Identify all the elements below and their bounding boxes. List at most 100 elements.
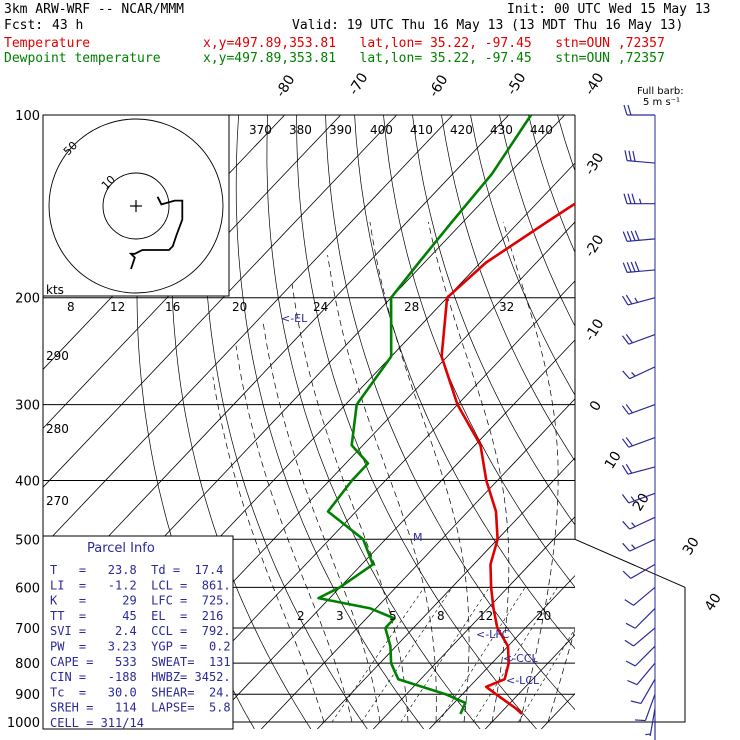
wind-barb-flag bbox=[634, 230, 640, 241]
parcel-info-row: PW = 3.23 YGP = 0.2 bbox=[50, 640, 231, 654]
mixing-ratio-label: 3 bbox=[336, 609, 344, 623]
wind-barb-shaft bbox=[627, 160, 656, 164]
parcel-info-row: CELL = 311/14 bbox=[50, 716, 144, 730]
el-marker: <-EL bbox=[281, 312, 308, 325]
hodograph-rings bbox=[48, 118, 224, 294]
wind-barb-flag bbox=[634, 719, 646, 722]
parcel-info-box bbox=[42, 535, 234, 730]
dry-adiabat-line bbox=[673, 115, 740, 735]
wind-barb-flag bbox=[626, 262, 632, 273]
pressure-tick-label: 300 bbox=[15, 399, 40, 414]
hodograph-speed-label: 8 bbox=[67, 300, 75, 314]
isotherm-tick-label: 20 bbox=[630, 491, 653, 515]
wind-barb bbox=[634, 694, 656, 722]
wind-barb-shaft bbox=[627, 238, 656, 242]
hodograph-speed-label: 32 bbox=[499, 300, 514, 314]
moist-adiabat-line bbox=[212, 376, 325, 723]
hodograph-ring bbox=[48, 118, 224, 294]
wind-barb-shaft bbox=[628, 334, 656, 345]
wind-barb bbox=[630, 678, 656, 704]
isotherm-line bbox=[43, 115, 454, 547]
pressure-tick-label: 400 bbox=[15, 474, 40, 489]
pressure-tick-label: 800 bbox=[15, 657, 40, 672]
isotherm-tick-label: 30 bbox=[680, 535, 703, 559]
wind-barb-shaft bbox=[627, 269, 656, 273]
wind-barb-flag bbox=[624, 150, 628, 161]
mixing-ratio-line bbox=[518, 628, 575, 723]
init-time: Init: 00 UTC Wed 15 May 13 bbox=[507, 2, 711, 17]
theta-label: 430 bbox=[490, 123, 513, 137]
theta-label: 420 bbox=[450, 123, 473, 137]
wind-barb bbox=[622, 230, 656, 242]
dry-adiabat-line bbox=[644, 115, 740, 735]
wind-barb-flag bbox=[625, 294, 633, 305]
wind-barb bbox=[623, 104, 655, 116]
wind-barb bbox=[625, 645, 656, 667]
wind-barb-flag bbox=[625, 463, 633, 474]
moist-adiabat-line bbox=[369, 221, 470, 723]
wind-barb bbox=[623, 193, 655, 205]
wind-barb bbox=[624, 586, 656, 606]
wind-barb-flag bbox=[632, 150, 636, 162]
wind-barb-flag bbox=[623, 104, 628, 116]
dry-adiabat-line bbox=[441, 115, 575, 462]
temperature-legend: Temperature bbox=[4, 36, 91, 51]
theta-label: 380 bbox=[289, 123, 312, 137]
isotherm-line bbox=[43, 115, 510, 606]
wind-barb bbox=[645, 708, 656, 737]
wind-barb-shaft bbox=[627, 297, 656, 306]
sounding-traces bbox=[317, 115, 575, 715]
wind-barb bbox=[621, 334, 656, 345]
dry-adiabat-line bbox=[325, 115, 575, 711]
wind-barb-half bbox=[630, 496, 635, 502]
isotherm-tick-label: -60 bbox=[426, 72, 452, 100]
parcel-info-row: Tc = 30.0 SHEAR= 24. bbox=[50, 685, 231, 699]
wind-barb bbox=[621, 463, 656, 475]
isotherm-tick-label: -40 bbox=[582, 70, 608, 98]
wind-barb-half bbox=[631, 544, 636, 549]
wind-barb bbox=[625, 608, 656, 629]
dry-adiabat-line bbox=[235, 115, 425, 729]
hodograph-speed-label: 16 bbox=[165, 300, 180, 314]
pressure-tick-label: 600 bbox=[15, 581, 40, 596]
moist-adiabat-line bbox=[547, 627, 575, 723]
hodograph-speed-label: 24 bbox=[313, 300, 328, 314]
dry-adiabat-label: 280 bbox=[46, 422, 69, 436]
temperature-trace bbox=[440, 202, 575, 715]
mixing-ratio-line bbox=[400, 587, 490, 723]
frame-edge bbox=[574, 538, 686, 723]
dewpoint-legend: Dewpoint temperature bbox=[4, 51, 161, 66]
isotherm-tick-label: -70 bbox=[346, 70, 372, 98]
wind-barb-half bbox=[631, 371, 636, 377]
wind-barb-flag bbox=[626, 231, 632, 242]
mixing-ratio-line bbox=[331, 587, 425, 723]
parcel-info-title: Parcel Info bbox=[87, 541, 155, 556]
dry-adiabat-line bbox=[615, 115, 740, 735]
isotherm-tick-label: 10 bbox=[602, 449, 625, 473]
moist-adiabat-line bbox=[262, 322, 381, 723]
wind-barb bbox=[622, 563, 656, 579]
isotherm-tick-label: -50 bbox=[504, 70, 530, 98]
lcl-marker: <-LCL bbox=[506, 674, 540, 687]
pressure-tick-label: 100 bbox=[15, 109, 40, 124]
parcel-info-row: SVI = 2.4 CCL = 792. bbox=[50, 624, 231, 638]
wind-barb-flag bbox=[630, 261, 636, 272]
isotherm-line bbox=[260, 398, 575, 729]
dry-adiabat-line bbox=[296, 115, 537, 729]
forecast-label: Fcst: bbox=[4, 18, 44, 33]
isotherm-line bbox=[428, 575, 575, 729]
dewpoint-trace bbox=[317, 115, 533, 715]
wind-barb-flag bbox=[627, 679, 638, 686]
wind-barb bbox=[624, 627, 656, 647]
wind-barb-flag bbox=[622, 542, 631, 552]
wind-barb-flag bbox=[621, 295, 629, 306]
wind-barb-flag bbox=[625, 622, 636, 629]
dry-adiabat-line bbox=[203, 115, 368, 729]
wind-barb-label-line1: Full barb: bbox=[637, 86, 684, 97]
wind-barb-flag bbox=[621, 464, 629, 475]
wind-barb-half bbox=[634, 297, 639, 303]
isotherm-line bbox=[43, 115, 398, 488]
wind-barb-shaft bbox=[634, 608, 656, 629]
isotherm-line bbox=[316, 457, 575, 729]
